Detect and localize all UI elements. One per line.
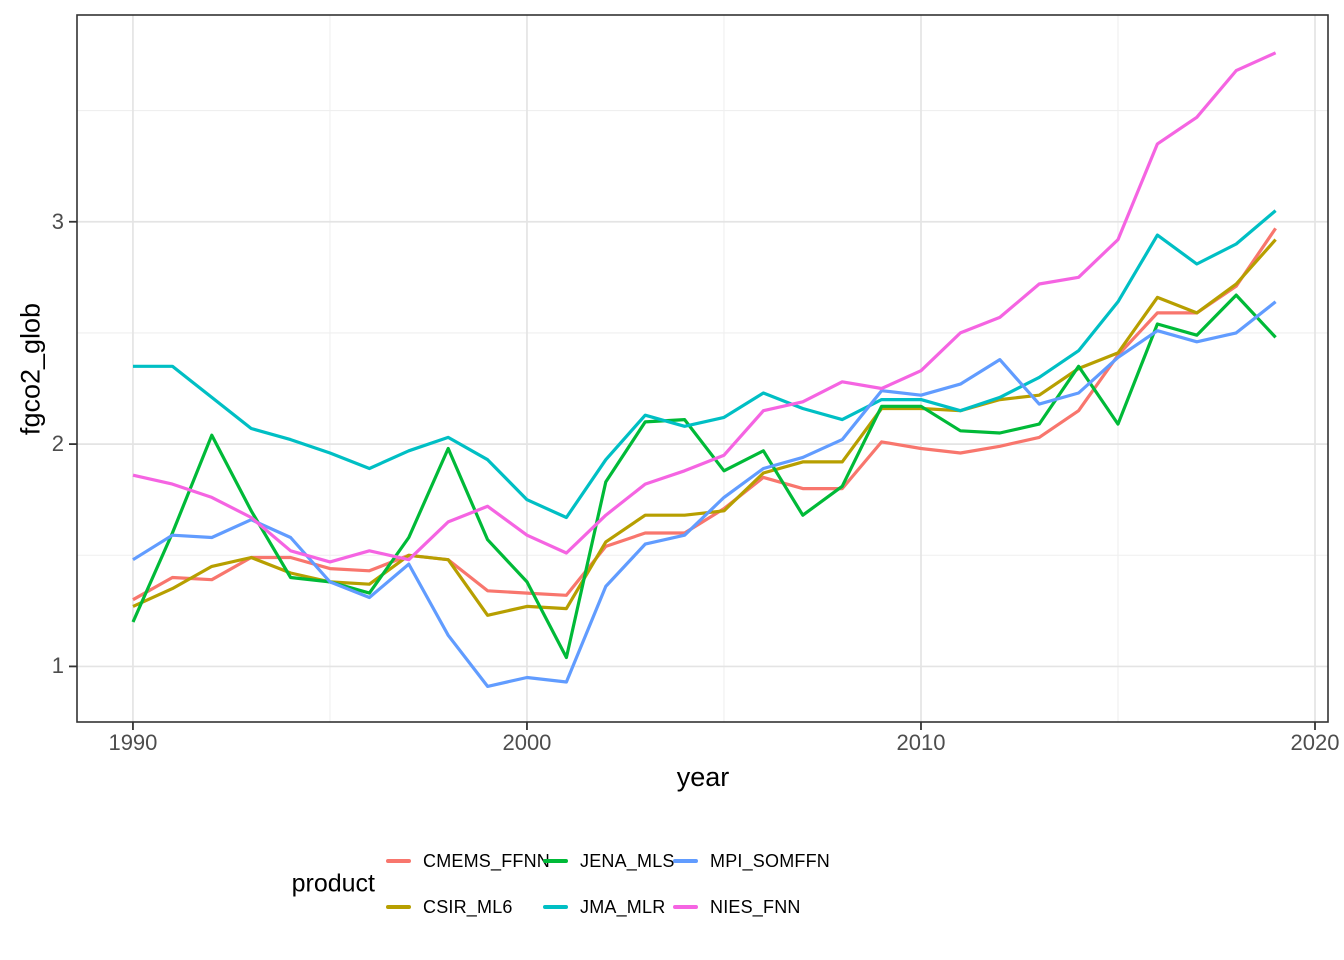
y-tick-label: 3 (51, 208, 64, 234)
legend-label: MPI_SOMFFN (710, 850, 831, 871)
legend: product CMEMS_FFNN CSIR_ML6 JENA_MLS JMA_ML… (0, 838, 1344, 930)
legend-column: JENA_MLS JMA_MLR (543, 838, 675, 930)
legend-key-line-icon (543, 905, 568, 909)
legend-key-line-icon (673, 859, 698, 863)
legend-label: CMEMS_FFNN (423, 850, 550, 871)
x-tick-label: 2010 (896, 730, 946, 755)
x-tick-label: 2020 (1290, 730, 1340, 755)
x-tick-label: 2000 (502, 730, 552, 755)
series-line-MPI_SOMFFN (132, 300, 1277, 689)
panel-border (76, 14, 1329, 723)
legend-key-line-icon (386, 905, 411, 909)
y-tick-label: 2 (51, 431, 64, 457)
legend-item-JENA_MLS: JENA_MLS (543, 838, 675, 884)
legend-label: JENA_MLS (580, 850, 675, 871)
series-line-JENA_MLS (131, 293, 1277, 660)
series-line-CSIR_ML6 (132, 238, 1277, 617)
legend-column: MPI_SOMFFN NIES_FNN (673, 838, 830, 930)
legend-label: JMA_MLR (580, 896, 666, 917)
series-line-CMEMS_FFNN (132, 227, 1277, 602)
x-axis-title: year (676, 762, 730, 792)
legend-label: NIES_FNN (710, 896, 801, 917)
legend-item-CSIR_ML6: CSIR_ML6 (386, 884, 550, 930)
x-tick-label: 1990 (108, 730, 158, 755)
legend-key-line-icon (673, 905, 698, 909)
legend-item-NIES_FNN: NIES_FNN (673, 884, 830, 930)
legend-item-MPI_SOMFFN: MPI_SOMFFN (673, 838, 830, 884)
series-line-NIES_FNN (132, 51, 1277, 564)
legend-key-line-icon (543, 859, 568, 863)
y-axis-title: fgco2_glob (15, 302, 46, 436)
legend-item-CMEMS_FFNN: CMEMS_FFNN (386, 838, 550, 884)
legend-column: CMEMS_FFNN CSIR_ML6 (386, 838, 550, 930)
legend-label: CSIR_ML6 (423, 896, 513, 917)
series-line-JMA_MLR (133, 209, 1277, 520)
legend-item-JMA_MLR: JMA_MLR (543, 884, 675, 930)
legend-title: product (291, 869, 375, 898)
legend-key-line-icon (386, 859, 411, 863)
plot-panel (69, 14, 1329, 730)
y-tick-label: 1 (51, 653, 64, 679)
